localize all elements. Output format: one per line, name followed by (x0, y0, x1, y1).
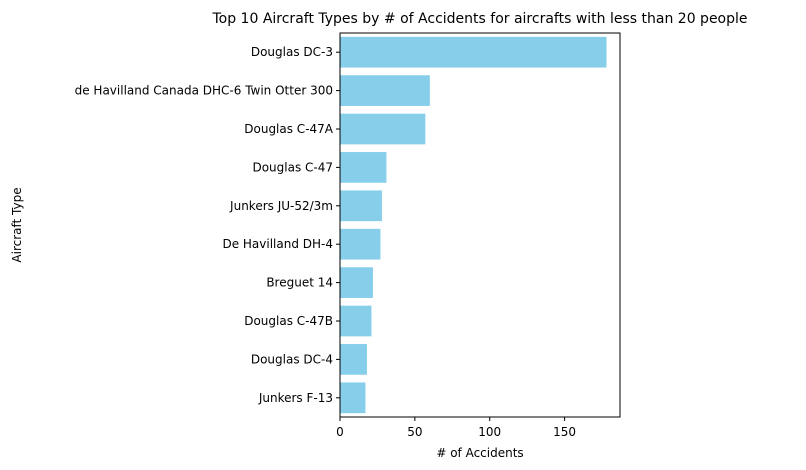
x-tick-label: 50 (407, 425, 422, 439)
bar (340, 382, 366, 414)
y-tick-label: Breguet 14 (266, 276, 333, 290)
y-axis-ticks: Douglas DC-3 de Havilland Canada DHC-6 Tw… (75, 45, 340, 405)
y-tick-label: Douglas DC-4 (251, 352, 333, 366)
x-axis-label: # of Accidents (436, 446, 523, 460)
y-tick-label: De Havilland DH-4 (222, 237, 333, 251)
bar (340, 305, 372, 337)
bar (340, 228, 381, 260)
y-tick-label: Douglas C-47 (252, 160, 333, 174)
bar (340, 113, 426, 145)
x-tick-label: 0 (336, 425, 344, 439)
y-axis-label: Aircraft Type (10, 187, 24, 262)
bar (340, 152, 387, 183)
x-tick-label: 150 (553, 425, 576, 439)
bar (340, 267, 373, 298)
bar (340, 190, 382, 222)
y-tick-label: Douglas DC-3 (251, 45, 333, 59)
bars-group (340, 36, 607, 414)
y-tick-label: Junkers F-13 (258, 391, 333, 405)
y-tick-label: de Havilland Canada DHC-6 Twin Otter 300 (75, 84, 333, 98)
x-axis-ticks: 0 50 100 150 (336, 417, 576, 439)
bar (340, 75, 430, 106)
x-tick-label: 100 (478, 425, 501, 439)
chart-title: Top 10 Aircraft Types by # of Accidents … (211, 11, 747, 27)
y-tick-label: Junkers JU-52/3m (229, 199, 333, 213)
bar (340, 36, 607, 68)
y-tick-label: Douglas C-47B (244, 314, 333, 328)
bar (340, 344, 367, 375)
plot-frame (339, 32, 621, 418)
y-tick-label: Douglas C-47A (244, 122, 334, 136)
